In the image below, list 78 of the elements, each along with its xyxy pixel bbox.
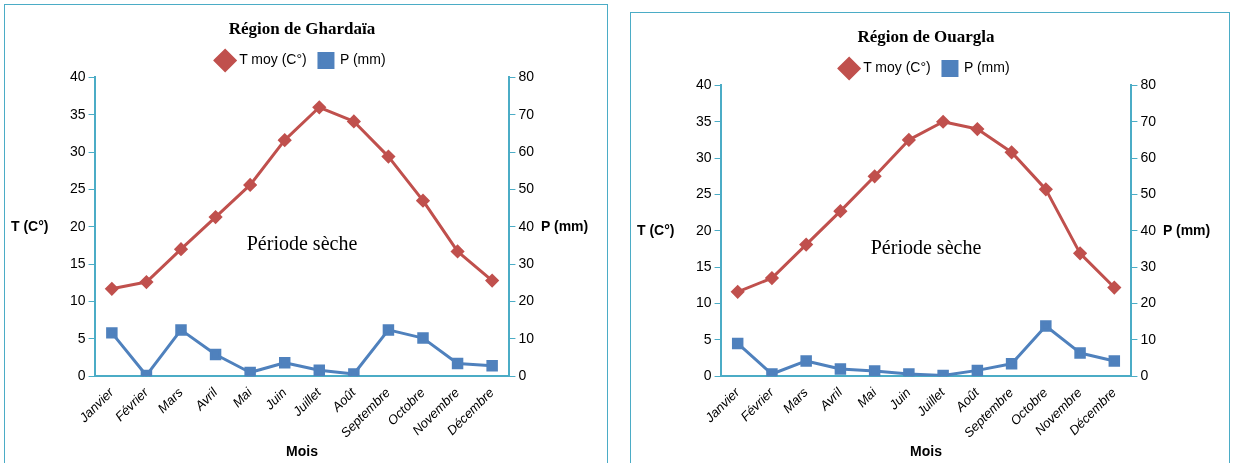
y2-tick-label: 10 [518,329,535,346]
point [105,282,119,296]
x-axis-title: Mois [286,443,319,460]
y2-tick-label: 30 [1140,258,1157,275]
y-tick-label: 20 [695,221,712,238]
y-tick-label: 20 [69,217,86,234]
point [381,150,395,164]
point [1073,246,1087,260]
point [868,169,882,183]
y2-tick-label: 50 [518,180,535,197]
y2-tick-label: 70 [1140,112,1157,129]
y-tick-label: 5 [77,329,86,346]
point [1005,145,1019,159]
y2-tick-label: 40 [1140,221,1157,238]
point [902,133,916,147]
point [278,133,292,147]
y2-tick-label: 80 [518,68,535,85]
x-tick-label: Mai [229,384,256,411]
y-tick-label: 0 [77,367,86,384]
point [416,194,430,208]
point [139,275,153,289]
point [312,100,326,114]
legend-label: T moy (C°) [239,51,307,68]
y2-tick-label: 0 [1140,367,1149,384]
chart-title: Région de Ouargla [857,26,995,46]
annotation: Période sèche [870,235,982,258]
x-tick-label: Juin [261,384,290,413]
y2-axis-title: P (mm) [541,217,589,234]
y-axis-title: T (C°) [11,217,49,234]
y2-tick-label: 60 [1140,148,1157,165]
point [243,178,257,192]
y-tick-label: 40 [695,76,712,93]
point [174,242,188,256]
y-tick-label: 0 [703,367,712,384]
y-tick-label: 30 [695,148,712,165]
x-tick-label: Juin [885,384,914,413]
point [209,210,223,224]
y2-tick-label: 30 [518,255,535,272]
point [1039,182,1053,196]
point [485,274,499,288]
y2-tick-label: 80 [1140,76,1157,93]
y-tick-label: 40 [69,68,86,85]
y-tick-label: 15 [695,258,712,275]
y-tick-label: 5 [703,330,712,347]
legend-label: P (mm) [339,51,386,68]
y2-tick-label: 50 [1140,185,1157,202]
y2-axis-title: P (mm) [1163,221,1211,238]
y2-tick-label: 70 [518,105,535,122]
y-axis-title: T (C°) [637,221,675,238]
point [1107,281,1121,295]
legend-label: P (mm) [963,59,1010,76]
y-tick-label: 10 [695,294,712,311]
point [936,115,950,129]
y-tick-label: 25 [69,180,86,197]
point [347,114,361,128]
y-tick-label: 10 [69,292,86,309]
annotation: Période sèche [246,231,358,254]
legend-label: T moy (C°) [863,59,931,76]
x-tick-label: Mai [853,384,881,411]
y-tick-label: 35 [695,112,712,129]
y-tick-label: 35 [69,105,86,122]
y2-tick-label: 0 [518,367,527,384]
point [799,238,813,252]
point [833,204,847,218]
y2-tick-label: 20 [1140,294,1157,311]
y2-tick-label: 40 [518,217,535,234]
point [765,271,779,285]
y-tick-label: 15 [69,255,86,272]
x-axis-title: Mois [910,443,943,460]
y-tick-label: 30 [69,142,86,159]
y2-tick-label: 20 [518,292,535,309]
y2-tick-label: 60 [518,142,535,159]
point [731,285,745,299]
chart-title: Région de Ghardaïa [228,18,376,38]
point [451,244,465,258]
y-tick-label: 25 [695,185,712,202]
y2-tick-label: 10 [1140,330,1157,347]
point [970,122,984,136]
